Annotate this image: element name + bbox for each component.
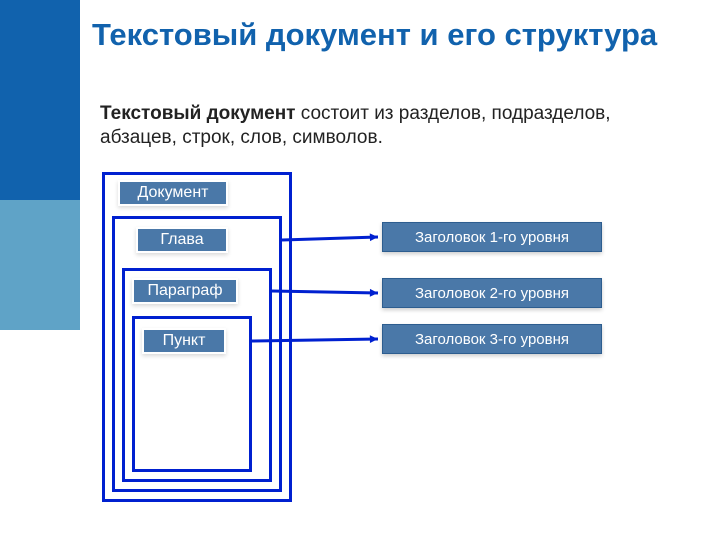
page-subtitle: Текстовый документ состоит из разделов, … [100,102,690,150]
subtitle-bold: Текстовый документ [100,103,295,124]
hierarchy-diagram: Документ Глава Параграф Пункт Заголовок 1-го… [102,172,702,522]
sidebar-block-mid [0,200,80,330]
level-label-0: Документ [118,180,228,206]
level-label-3: Пункт [142,328,226,354]
sidebar [0,0,80,540]
heading-box-2: Заголовок 3-го уровня [382,324,602,354]
level-label-2: Параграф [132,278,238,304]
arrow-1 [262,281,388,303]
heading-box-1: Заголовок 2-го уровня [382,278,602,308]
sidebar-block-bottom [0,330,80,540]
page-title: Текстовый документ и его структура [92,18,692,52]
arrow-0 [272,227,388,250]
level-label-1: Глава [136,227,228,253]
arrow-2 [242,329,388,351]
sidebar-block-top [0,0,80,200]
heading-box-0: Заголовок 1-го уровня [382,222,602,252]
